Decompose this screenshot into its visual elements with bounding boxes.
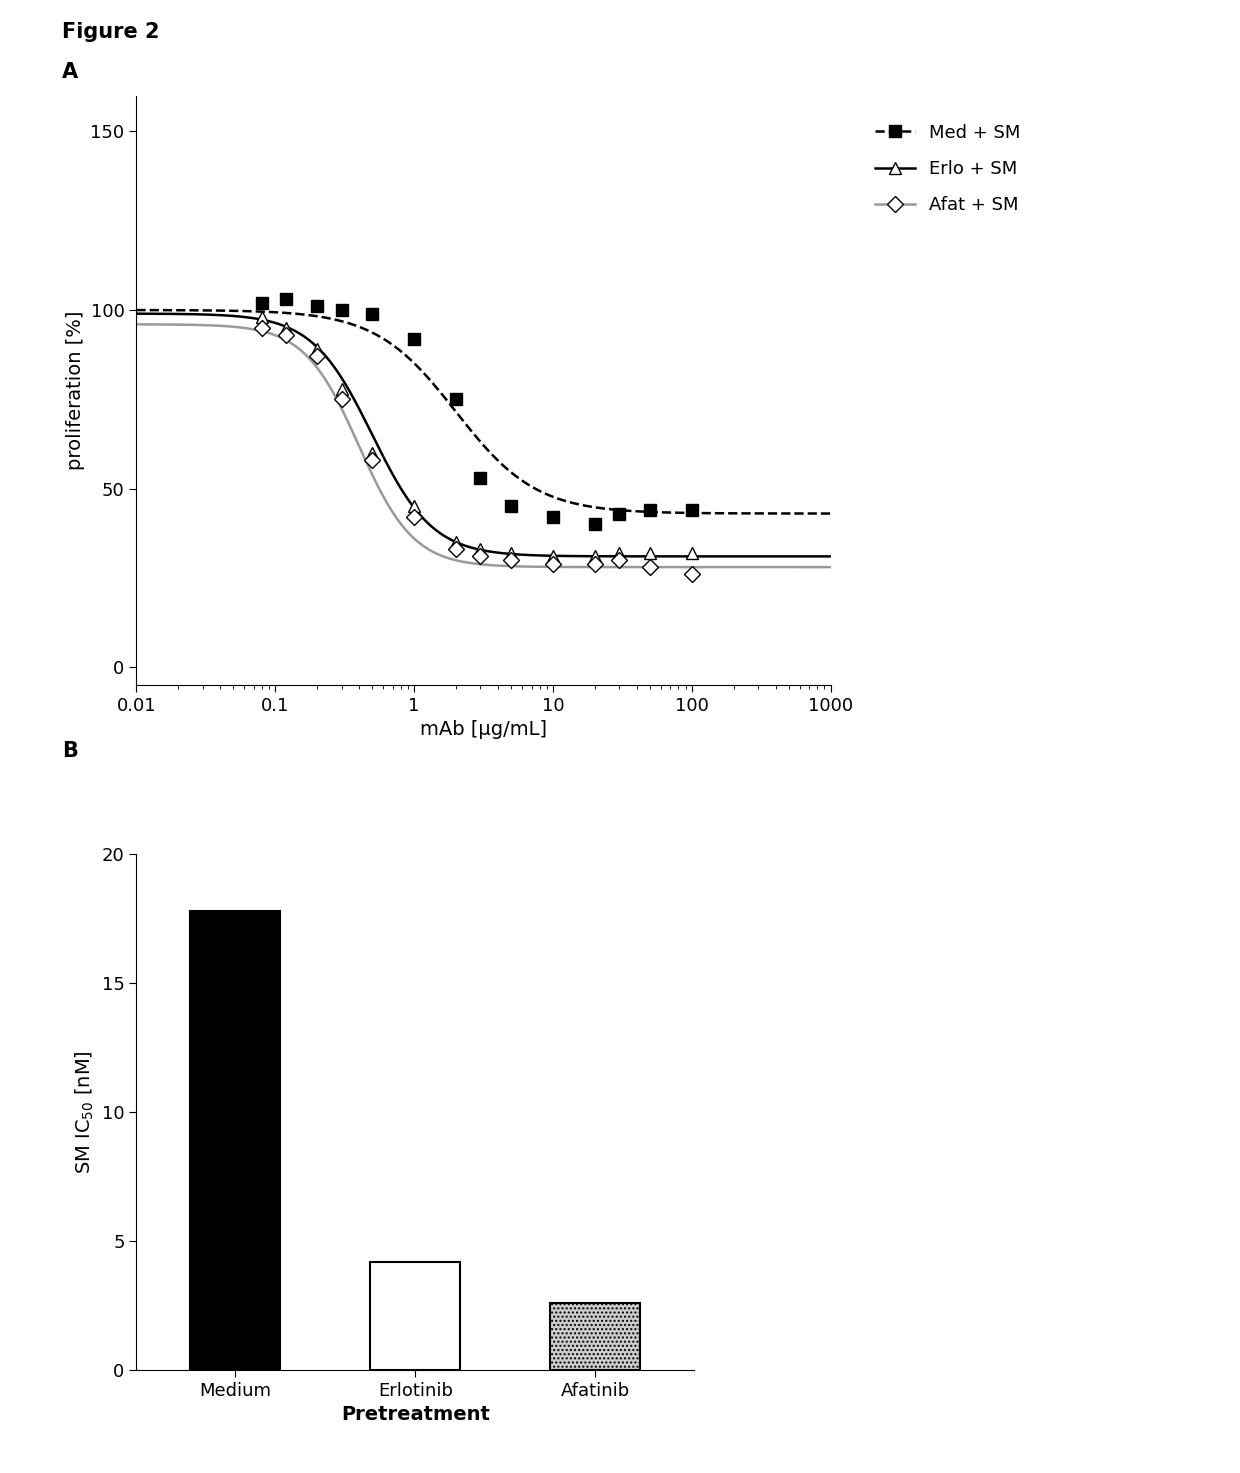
Bar <box>551 1302 640 1370</box>
Y-axis label: SM IC$_{50}$ [nM]: SM IC$_{50}$ [nM] <box>74 1050 97 1174</box>
X-axis label: mAb [µg/mL]: mAb [µg/mL] <box>420 720 547 739</box>
Bar <box>191 910 280 1370</box>
X-axis label: Pretreatment: Pretreatment <box>341 1405 490 1424</box>
Legend: Med + SM, Erlo + SM, Afat + SM: Med + SM, Erlo + SM, Afat + SM <box>868 116 1028 221</box>
Text: B: B <box>62 741 78 762</box>
Y-axis label: proliferation [%]: proliferation [%] <box>66 311 84 470</box>
Text: Figure 2: Figure 2 <box>62 22 160 43</box>
Bar <box>371 1261 460 1370</box>
Text: A: A <box>62 62 78 82</box>
